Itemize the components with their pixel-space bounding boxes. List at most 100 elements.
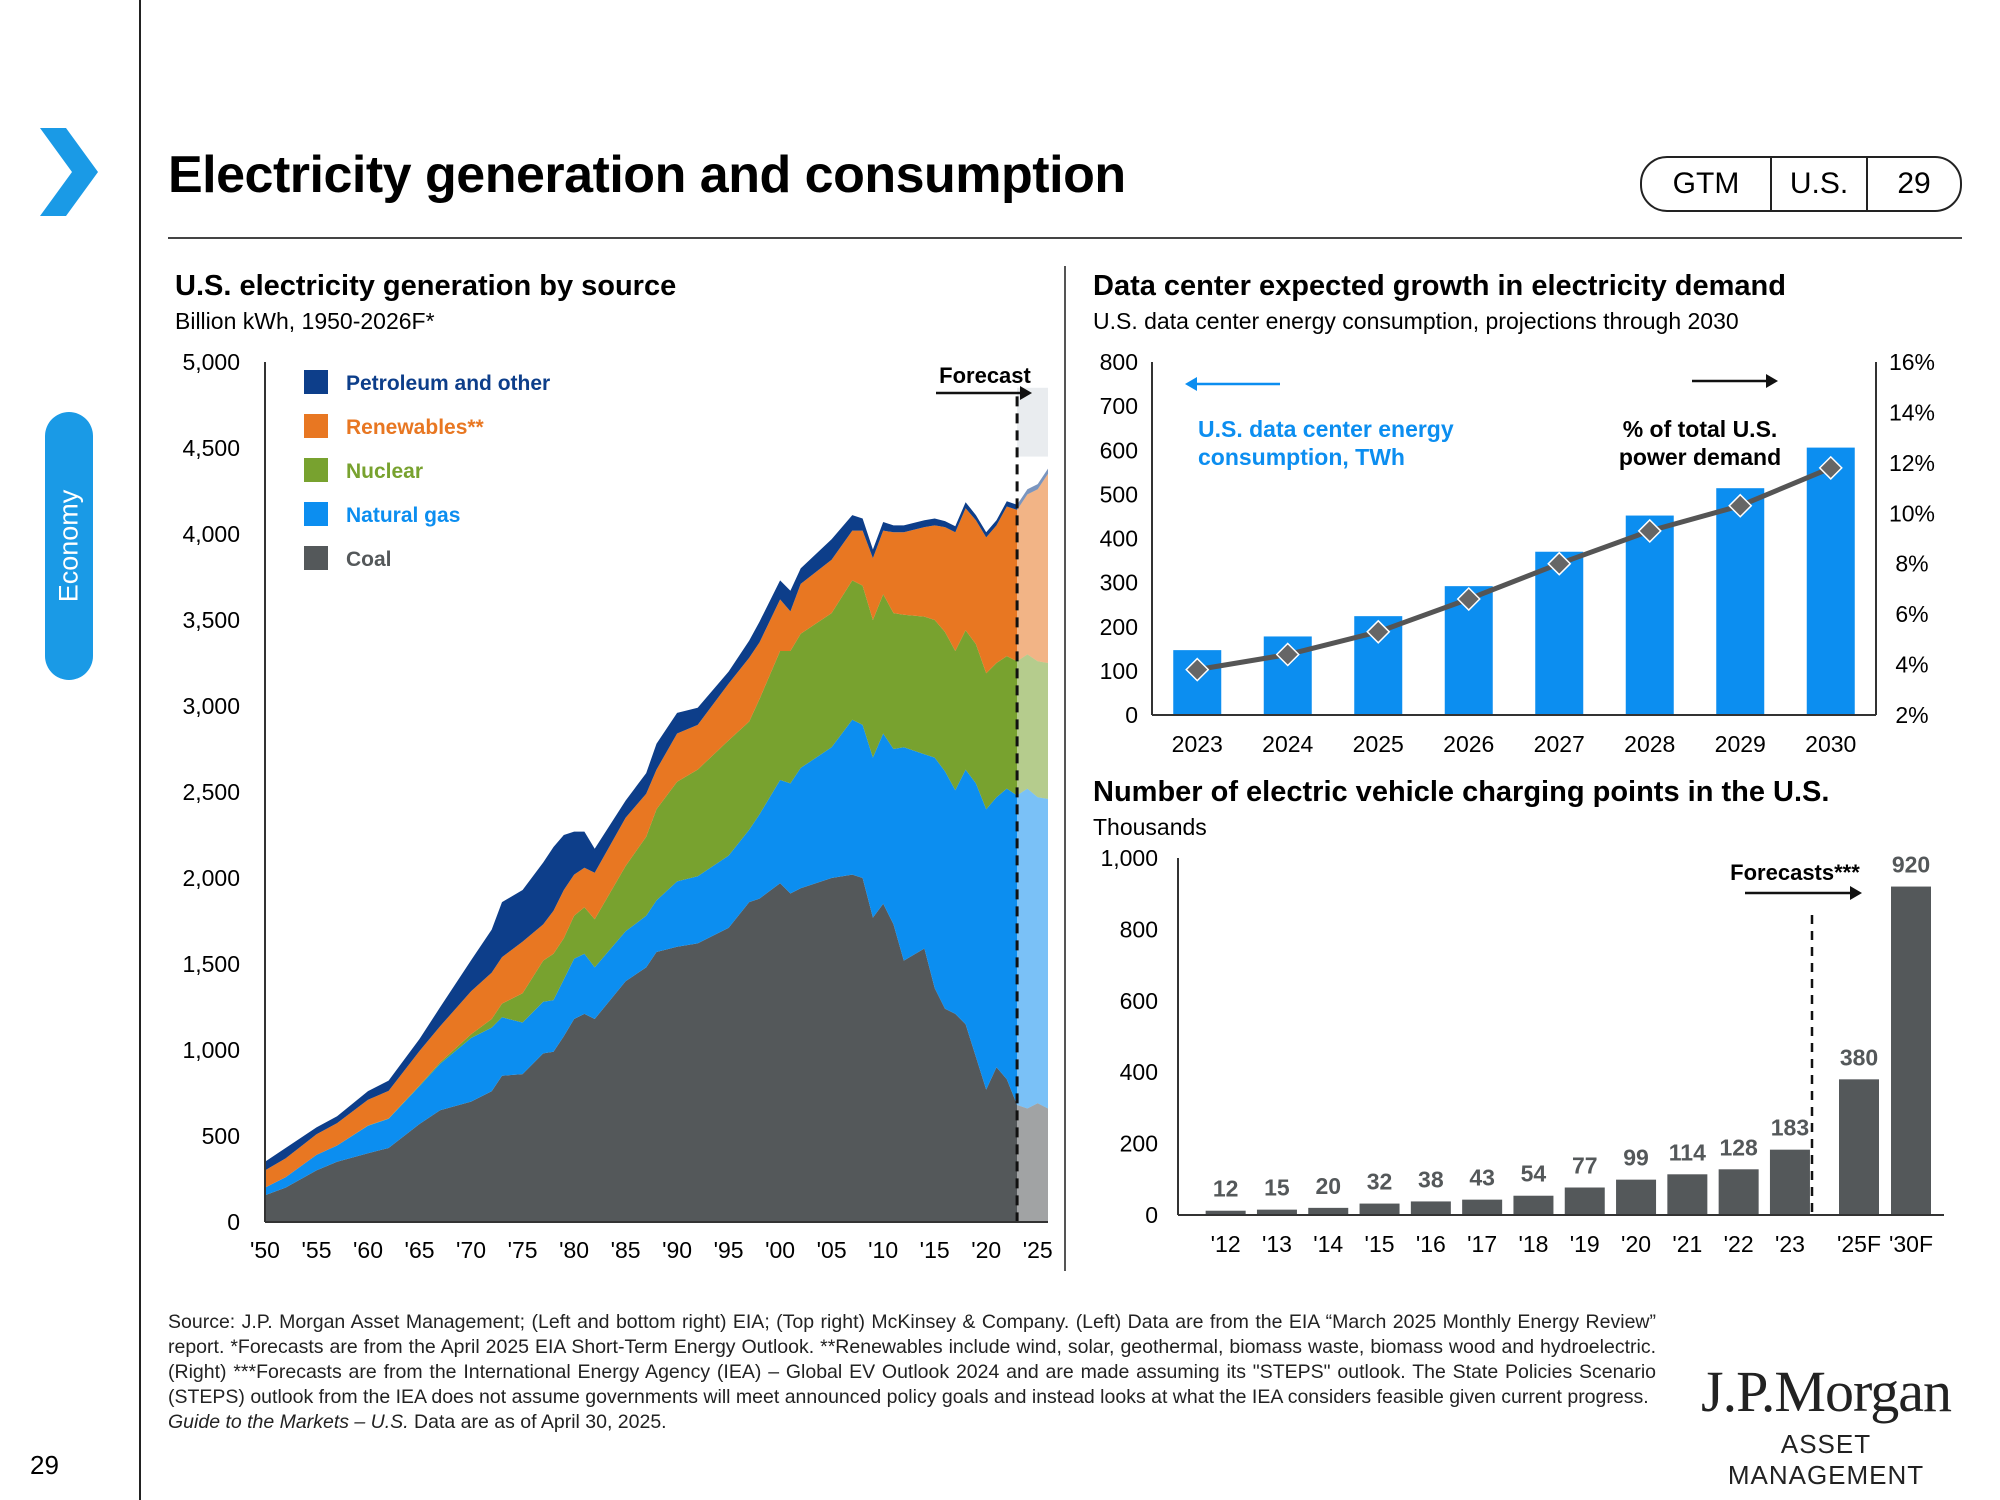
ev-bar (1308, 1207, 1349, 1215)
ev-bar (1462, 1199, 1503, 1215)
legend-swatch (304, 546, 328, 570)
share-of-demand-point (1728, 493, 1753, 518)
charts-canvas: Forecast 0 500 1,000 1,500 2,000 2,500 3,000 3,5… (182, 349, 1944, 1263)
legend-swatch (304, 502, 328, 526)
generation-x-tick-label: '25 (1023, 1237, 1053, 1263)
forecast-area-coal (1017, 1103, 1048, 1222)
datacenter-right-tick: 12% (1889, 450, 1935, 476)
share-of-demand-point (1637, 518, 1662, 543)
share-of-demand-point (1547, 551, 1572, 576)
ev-x-tick: '25F (1837, 1231, 1881, 1257)
generation-x-tick-label: '60 (353, 1237, 383, 1263)
ev-bar (1256, 1209, 1297, 1215)
datacenter-x-tick: 2024 (1262, 731, 1313, 757)
ev-x-tick: '13 (1262, 1231, 1292, 1257)
generation-x-tick-label: '05 (817, 1237, 847, 1263)
datacenter-bar (1806, 447, 1855, 715)
share-of-demand-point (1185, 657, 1210, 682)
ev-value-label: 12 (1213, 1176, 1239, 1202)
right-series-label-line2: power demand (1619, 444, 1781, 470)
generation-y-tick-label: 4,000 (182, 521, 240, 547)
ev-value-label: 128 (1719, 1134, 1758, 1160)
share-of-demand-point (1275, 642, 1300, 667)
ev-bar (1616, 1179, 1657, 1215)
generation-y-tick-label: 4,500 (182, 435, 240, 461)
ev-value-label: 43 (1469, 1165, 1495, 1191)
area-coal (265, 874, 1018, 1222)
ev-y-tick: 600 (1120, 988, 1158, 1014)
generation-x-tick-label: '70 (456, 1237, 486, 1263)
generation-x-tick-label: '10 (868, 1237, 898, 1263)
datacenter-bar (1625, 515, 1674, 715)
footnote-guide-italic: Guide to the Markets – U.S. (168, 1411, 409, 1433)
ev-chart-title: Number of electric vehicle charging poin… (1093, 776, 1830, 808)
ev-value-label: 38 (1418, 1166, 1444, 1192)
legend-label: Coal (346, 548, 392, 571)
datacenter-left-tick: 0 (1125, 702, 1138, 728)
ev-y-tick: 400 (1120, 1059, 1158, 1085)
datacenter-x-tick: 2029 (1715, 731, 1766, 757)
datacenter-chart-title: Data center expected growth in electrici… (1093, 270, 1786, 302)
section-tab[interactable]: Economy (45, 412, 93, 680)
datacenter-left-tick: 400 (1100, 526, 1138, 552)
ev-bar (1839, 1079, 1879, 1215)
area-nuclear (265, 580, 1018, 1188)
ev-bar (1891, 886, 1931, 1215)
datacenter-left-tick: 800 (1100, 349, 1138, 375)
datacenter-left-tick: 600 (1100, 437, 1138, 463)
datacenter-right-tick: 8% (1895, 551, 1928, 577)
left-series-label-line1: U.S. data center energy (1198, 416, 1454, 442)
ev-value-label: 20 (1315, 1173, 1341, 1199)
datacenter-x-tick: 2030 (1805, 731, 1856, 757)
ev-x-tick: '15 (1365, 1231, 1395, 1257)
ev-x-tick: '14 (1313, 1231, 1343, 1257)
forecast-area-petroleum-and-other (1017, 468, 1048, 510)
ev-value-label: 54 (1521, 1161, 1547, 1187)
datacenter-x-tick: 2028 (1624, 731, 1675, 757)
datacenter-right-tick: 16% (1889, 349, 1935, 375)
generation-x-tick-label: '55 (302, 1237, 332, 1263)
forecast-band (1017, 387, 1048, 457)
ev-bar (1718, 1169, 1759, 1215)
area-renewables (265, 506, 1018, 1188)
ev-bar (1769, 1149, 1810, 1215)
ev-y-tick: 800 (1120, 916, 1158, 942)
tag-us[interactable]: U.S. (1772, 158, 1868, 210)
forecast-area-renewables (1017, 473, 1048, 663)
datacenter-right-tick: 6% (1895, 601, 1928, 627)
datacenter-x-tick: 2023 (1172, 731, 1223, 757)
ev-y-tick: 200 (1120, 1131, 1158, 1157)
left-series-label-line2: consumption, TWh (1198, 444, 1405, 470)
page-title: Electricity generation and consumption (168, 146, 1126, 204)
share-of-demand-point (1818, 455, 1843, 480)
generation-chart-subtitle: Billion kWh, 1950-2026F* (175, 308, 435, 334)
ev-value-label: 77 (1572, 1153, 1598, 1179)
ev-bar (1410, 1201, 1451, 1215)
ev-forecast-label: Forecasts*** (1730, 860, 1860, 885)
footnote-guide-date: Data are as of April 30, 2025. (408, 1411, 667, 1433)
ev-x-tick: '23 (1775, 1231, 1805, 1257)
generation-x-tick-label: '75 (508, 1237, 538, 1263)
ev-bar (1564, 1187, 1605, 1215)
forecast-area-nuclear (1017, 654, 1048, 799)
datacenter-right-tick: 14% (1889, 399, 1935, 425)
datacenter-chart: 0 100 200 300 400 500 600 700 800 2% 4% 6% 8% 10% 12% 1… (1100, 349, 1935, 757)
legend-swatch (304, 414, 328, 438)
generation-chart-title: U.S. electricity generation by source (175, 270, 677, 302)
generation-x-tick-label: '65 (405, 1237, 435, 1263)
datacenter-x-tick: 2025 (1353, 731, 1404, 757)
forecast-arrow-head (1020, 386, 1032, 400)
ev-x-tick: '18 (1518, 1231, 1548, 1257)
datacenter-right-tick: 2% (1895, 702, 1928, 728)
ev-value-label: 32 (1367, 1169, 1393, 1195)
ev-x-tick: '17 (1467, 1231, 1497, 1257)
share-of-demand-line (1196, 465, 1832, 673)
datacenter-left-tick: 300 (1100, 570, 1138, 596)
tag-page-number: 29 (1897, 167, 1931, 200)
header-tags: GTM U.S. 29 (1640, 156, 1962, 212)
legend-label: Petroleum and other (346, 372, 550, 395)
generation-y-tick-label: 2,500 (182, 779, 240, 805)
tag-gtm[interactable]: GTM (1642, 158, 1772, 210)
chevron-right-icon (40, 128, 98, 216)
generation-y-tick-label: 5,000 (182, 349, 240, 375)
